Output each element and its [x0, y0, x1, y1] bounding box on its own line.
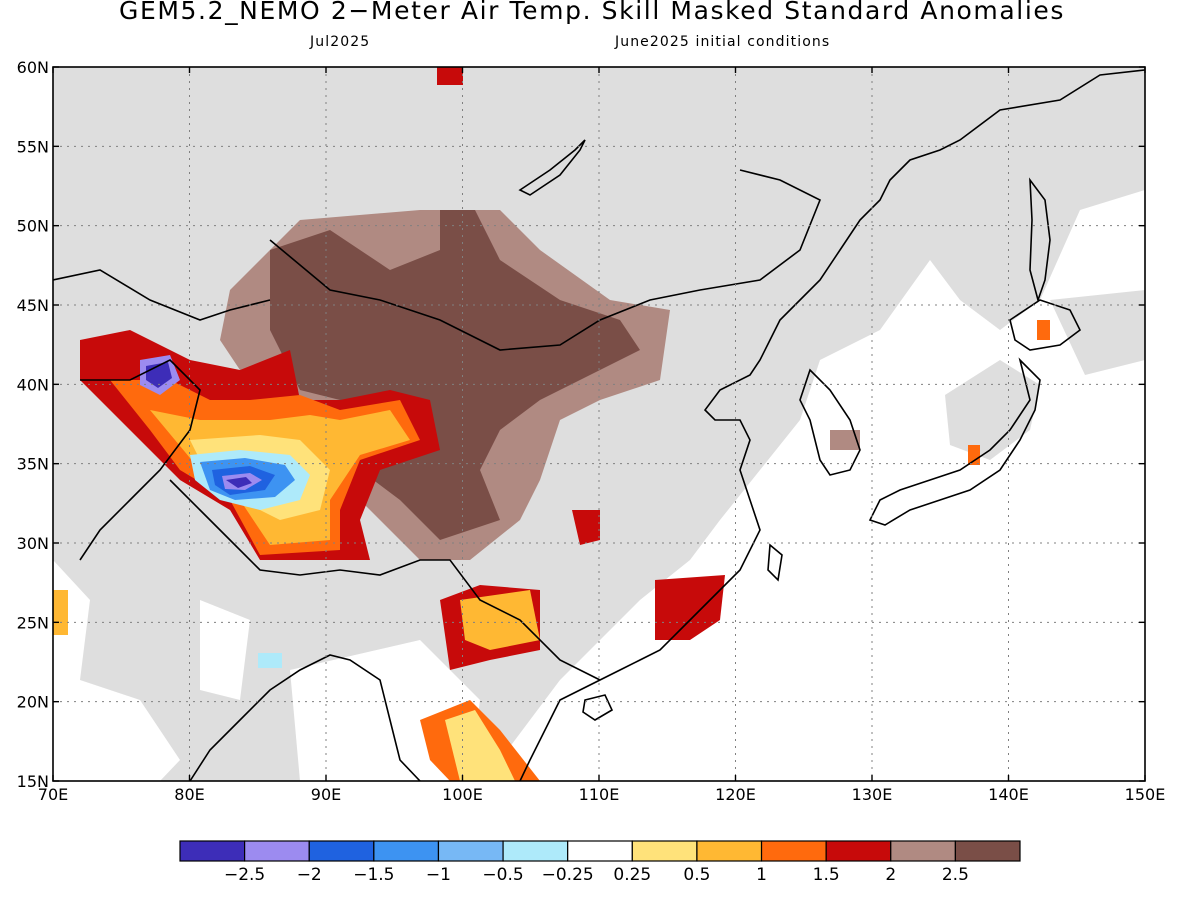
anomaly-level-2-area	[437, 67, 463, 85]
y-tick-label: 35N	[17, 455, 49, 474]
x-tick-label: 150E	[1125, 785, 1166, 804]
coastline-east-asia	[519, 69, 1145, 781]
anomaly-level-0.25-area	[258, 653, 282, 668]
axis-ticks	[52, 66, 1146, 782]
anomaly-level-1.5-area	[968, 445, 980, 465]
colorbar-label: 2.5	[942, 865, 969, 885]
colorbar-swatch	[179, 840, 246, 862]
anomaly-level-neg2.5-area	[226, 477, 252, 488]
colorbar-label: 0.25	[613, 865, 651, 885]
coastline-hainan	[582, 694, 614, 721]
colorbar-label: 1.5	[813, 865, 840, 885]
coastline-taiwan	[767, 543, 783, 582]
x-tick-label: 100E	[442, 785, 483, 804]
colorbar-label: 1	[756, 865, 767, 885]
colorbar-swatch	[954, 840, 1021, 862]
colorbar-swatch	[760, 840, 827, 862]
anomaly-level-2-area	[572, 510, 600, 545]
y-tick-label: 15N	[17, 772, 49, 791]
x-tick-label: 80E	[174, 785, 204, 804]
border-himalaya	[169, 479, 601, 681]
coastline-korea	[799, 368, 861, 476]
coastlines	[53, 69, 1145, 781]
longitude-axis: 70E 80E 90E 100E 110E 120E 130E 140E 150E	[38, 785, 1166, 804]
colorbar-label: −1	[426, 865, 451, 885]
colorbar-swatch	[373, 840, 440, 862]
y-tick-label: 50N	[17, 217, 49, 236]
y-tick-label: 60N	[17, 58, 49, 77]
x-tick-label: 130E	[852, 785, 893, 804]
anomaly-level-1.5-area	[1037, 320, 1050, 340]
colorbar-swatch	[696, 840, 763, 862]
coastline-bay-of-bengal	[189, 654, 421, 781]
y-tick-label: 25N	[17, 613, 49, 632]
skill-mask-area	[1050, 290, 1145, 375]
anomaly-level-2-area	[830, 430, 860, 450]
lake-baikal	[518, 139, 586, 196]
y-tick-label: 55N	[17, 137, 49, 156]
no-skill-hole	[53, 560, 180, 781]
colorbar-label: −2.5	[224, 865, 265, 885]
y-tick-label: 45N	[17, 296, 49, 315]
coastline-japan-honshu	[868, 357, 1041, 526]
colorbar-swatch	[890, 840, 956, 862]
colorbar-swatch	[825, 840, 892, 862]
colorbar	[179, 840, 1021, 862]
colorbar-label: −0.25	[542, 865, 594, 885]
skill-mask-area	[945, 360, 1040, 460]
colorbar-swatch	[502, 840, 569, 862]
anomaly-level-0.5-area	[460, 590, 540, 650]
colorbar-swatch	[244, 840, 310, 862]
latitude-axis: 15N 20N 25N 30N 35N 40N 45N 50N 55N 60N	[17, 58, 49, 791]
border-central-asia	[53, 269, 271, 561]
colorbar-label: 0.5	[683, 865, 710, 885]
y-tick-label: 20N	[17, 693, 49, 712]
y-tick-label: 30N	[17, 534, 49, 553]
colorbar-swatch	[308, 840, 375, 862]
colorbar-label: −0.5	[482, 865, 523, 885]
valid-month-label: Jul2025	[310, 34, 371, 50]
border-china-mongolia	[269, 169, 822, 351]
graticule	[53, 67, 1145, 781]
coastline-hokkaido	[1009, 299, 1082, 351]
y-tick-label: 40N	[17, 375, 49, 394]
coastline-sakhalin	[1029, 177, 1051, 303]
colorbar-swatch	[437, 840, 504, 862]
x-tick-label: 140E	[988, 785, 1029, 804]
colorbar-label: −2	[297, 865, 322, 885]
anomaly-level-2-area	[655, 575, 725, 640]
anomaly-level-0.25-area	[445, 710, 515, 781]
anomaly-level-0.5-area	[53, 590, 68, 635]
x-tick-label: 70E	[38, 785, 68, 804]
no-skill-hole	[720, 600, 860, 781]
colorbar-label: −1.5	[353, 865, 394, 885]
colorbar-labels: −2.5 −2 −1.5 −1 −0.5 −0.25 0.25 0.5 1 1.5 2 2.5	[224, 865, 969, 885]
initial-conditions-label: June2025 initial conditions	[615, 34, 831, 50]
no-skill-hole	[870, 470, 1145, 781]
x-tick-label: 120E	[715, 785, 756, 804]
colorbar-label: 2	[885, 865, 896, 885]
map-title: GEM5.2_NEMO 2−Meter Air Temp. Skill Mask…	[118, 0, 1065, 25]
colorbar-swatch	[567, 840, 633, 862]
colorbar-swatch	[631, 840, 698, 862]
no-skill-hole	[200, 600, 250, 700]
x-tick-label: 90E	[311, 785, 341, 804]
x-tick-label: 110E	[579, 785, 620, 804]
